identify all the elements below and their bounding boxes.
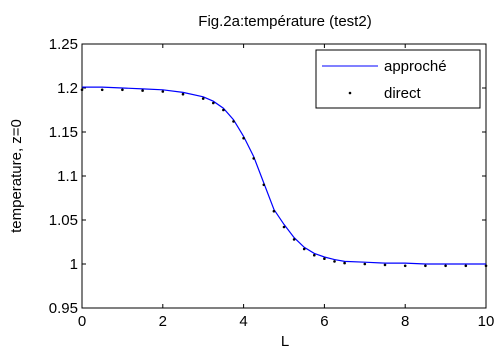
series-line-approche <box>82 86 486 265</box>
series-point-direct <box>121 88 124 92</box>
series-point-direct <box>252 157 255 160</box>
series-point-direct <box>262 183 266 187</box>
x-tick-label: 6 <box>320 313 328 330</box>
series-point-direct <box>212 101 215 105</box>
series-point-direct <box>232 120 235 123</box>
x-axis-label: L <box>281 333 289 350</box>
legend-box <box>315 49 481 109</box>
series-point-direct <box>343 261 346 265</box>
series-point-direct <box>292 238 296 241</box>
series-point-direct <box>313 253 316 257</box>
y-tick-label: 1.25 <box>49 36 78 53</box>
series-point-direct <box>242 136 245 140</box>
legend: approché direct <box>315 49 481 109</box>
x-tick-label: 8 <box>401 313 409 330</box>
series-point-direct <box>161 90 165 93</box>
series-point-direct <box>80 88 84 92</box>
series-point-direct <box>201 97 205 100</box>
y-axis-label: temperature, z=0 <box>8 119 25 233</box>
series-point-direct <box>181 92 185 96</box>
chart-title: Fig.2a:température (test2) <box>198 13 371 30</box>
x-tick-label: 0 <box>78 313 86 330</box>
legend-label-direct: direct <box>384 85 422 102</box>
series-point-direct <box>302 247 306 251</box>
series-point-direct <box>333 260 336 263</box>
x-tick-label: 10 <box>478 313 495 330</box>
x-tick-label: 2 <box>159 313 167 330</box>
series-point-direct <box>141 89 144 92</box>
axis-ticks: 0 2 4 6 8 10 0.95 1 1.05 1.1 1.15 1.2 1.25 <box>49 36 495 330</box>
y-tick-label: 1 <box>70 256 78 273</box>
series-point-direct <box>444 264 447 268</box>
series-point-direct <box>363 262 367 266</box>
series-point-direct <box>424 264 427 268</box>
y-tick-label: 1.15 <box>49 124 78 141</box>
series-point-direct <box>383 263 387 267</box>
series-point-direct <box>464 264 468 268</box>
series-point-direct <box>323 257 326 261</box>
y-tick-label: 0.95 <box>49 300 78 317</box>
series-point-direct <box>403 264 407 268</box>
y-tick-label: 1.05 <box>49 212 78 229</box>
series-point-direct <box>222 108 225 112</box>
series-point-direct <box>100 88 104 92</box>
legend-label-approche: approché <box>384 58 447 75</box>
series-point-direct <box>484 264 488 268</box>
series-point-direct <box>272 209 276 213</box>
legend-dot-marker <box>348 91 352 95</box>
y-tick-label: 1.1 <box>57 168 78 185</box>
x-tick-label: 4 <box>239 313 247 330</box>
series-point-direct <box>282 225 286 229</box>
y-tick-label: 1.2 <box>57 80 78 97</box>
series-layer <box>80 86 488 268</box>
